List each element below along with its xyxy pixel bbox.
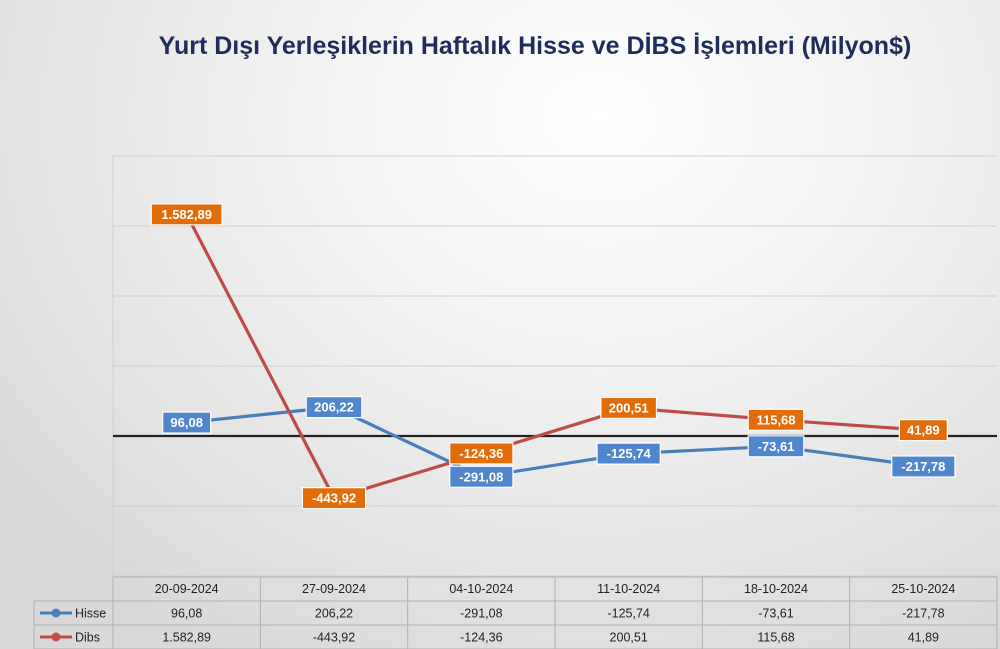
table-cell: 206,22 bbox=[315, 607, 353, 621]
data-label-box bbox=[150, 203, 223, 226]
data-label-box bbox=[305, 396, 363, 419]
table-cell: 115,68 bbox=[757, 631, 794, 645]
data-label: -125,74 bbox=[607, 446, 652, 461]
table-cell: 41,89 bbox=[908, 631, 939, 645]
data-label: 206,22 bbox=[314, 400, 354, 415]
data-label: 96,08 bbox=[170, 415, 203, 430]
legend-label: Hisse bbox=[75, 607, 106, 621]
table-cell: -217,78 bbox=[902, 607, 944, 621]
data-label: 41,89 bbox=[907, 423, 940, 438]
x-tick-label: 18-10-2024 bbox=[744, 582, 808, 596]
data-label-box bbox=[449, 442, 514, 465]
data-label: -73,61 bbox=[758, 439, 795, 454]
legend-label: Dibs bbox=[75, 631, 100, 645]
data-label-box bbox=[891, 455, 956, 478]
data-label-box bbox=[449, 465, 514, 488]
x-tick-label: 11-10-2024 bbox=[597, 582, 660, 596]
chart-title: Yurt Dışı Yerleşiklerin Haftalık Hisse v… bbox=[158, 32, 912, 60]
x-tick-label: 20-09-2024 bbox=[155, 582, 219, 596]
series-line-dibs bbox=[185, 213, 924, 500]
table-cell: -125,74 bbox=[607, 607, 649, 621]
data-label-box bbox=[600, 396, 658, 420]
x-tick-label: 04-10-2024 bbox=[449, 582, 513, 596]
x-tick-label: 27-09-2024 bbox=[302, 582, 366, 596]
series-line-hisse bbox=[186, 405, 924, 479]
x-tick-label: 25-10-2024 bbox=[891, 582, 955, 596]
data-label-box bbox=[596, 442, 661, 465]
legend-marker bbox=[51, 608, 61, 618]
legend-marker bbox=[51, 632, 61, 642]
data-label-box bbox=[747, 435, 805, 458]
data-label: -291,08 bbox=[459, 469, 503, 484]
data-label-box bbox=[747, 408, 805, 431]
table-cell: 200,51 bbox=[610, 631, 648, 645]
data-label-box bbox=[898, 419, 948, 442]
data-label: -443,92 bbox=[312, 491, 356, 506]
table-cell: 96,08 bbox=[171, 607, 202, 621]
table-cell: 1.582,89 bbox=[162, 631, 211, 645]
data-label-box bbox=[162, 411, 212, 434]
data-label-box bbox=[301, 487, 367, 510]
table-cell: -124,36 bbox=[460, 631, 502, 645]
data-label: 115,68 bbox=[756, 412, 795, 427]
table-cell: -73,61 bbox=[758, 607, 793, 621]
data-label: -124,36 bbox=[459, 446, 503, 461]
table-cell: -291,08 bbox=[460, 607, 502, 621]
data-label: 200,51 bbox=[609, 400, 649, 415]
data-label: -217,78 bbox=[901, 459, 945, 474]
table-cell: -443,92 bbox=[313, 631, 355, 645]
data-label: 1.582,89 bbox=[161, 207, 212, 222]
